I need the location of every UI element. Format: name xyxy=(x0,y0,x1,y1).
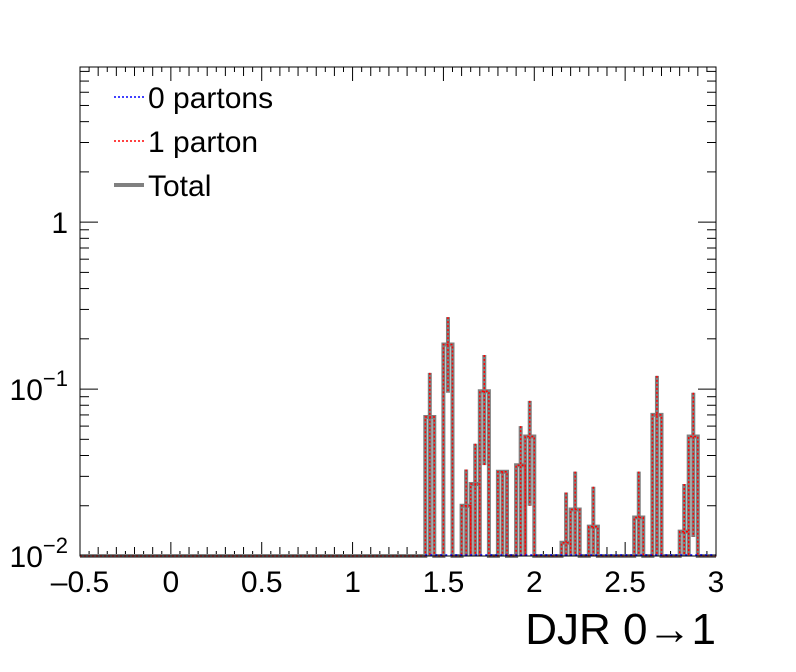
x-tick-label: 1.5 xyxy=(423,566,465,599)
legend-label: 1 parton xyxy=(148,126,258,159)
y-tick-label: 10−2 xyxy=(10,533,68,574)
x-axis-title: DJR 0→1 xyxy=(525,605,716,654)
x-tick-label: 2 xyxy=(526,566,543,599)
legend-label: 0 partons xyxy=(148,82,273,115)
x-tick-label: 0.5 xyxy=(241,566,283,599)
total-histogram xyxy=(80,342,716,558)
x-tick-label: –0.5 xyxy=(51,566,109,599)
x-tick-label: 1 xyxy=(344,566,361,599)
plot-frame xyxy=(79,66,717,557)
axis-labels: –0.5 0 0.5 1 1.5 2 2.5 3 1 10−1 10−2 xyxy=(10,207,725,599)
legend: 0 partons 1 parton Total xyxy=(114,82,273,203)
y-tick-label: 10−1 xyxy=(10,366,68,407)
1-parton-histogram xyxy=(80,343,716,557)
x-tick-label: 0 xyxy=(163,566,180,599)
x-tick-label: 3 xyxy=(708,566,725,599)
histogram-bars xyxy=(80,317,716,558)
x-tick-label: 2.5 xyxy=(604,566,646,599)
legend-label: Total xyxy=(148,170,211,203)
y-tick-label: 1 xyxy=(51,207,68,240)
